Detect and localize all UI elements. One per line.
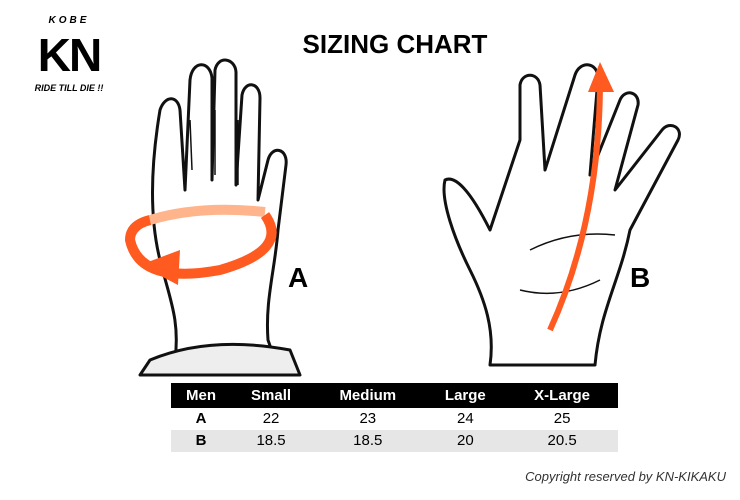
row-label: A <box>195 410 207 427</box>
table-row: B 18.5 18.5 20 20.5 <box>171 430 618 452</box>
length-arrow <box>547 79 603 332</box>
circumference-arrow-back <box>148 204 266 225</box>
arrow-head-a <box>140 250 180 285</box>
table-header-row: Men Small Medium Large X-Large <box>171 383 618 408</box>
logo-main: KN <box>37 29 102 81</box>
table-cell: 18.5 <box>311 430 425 452</box>
table-cell: 23 <box>359 410 377 427</box>
table-cell: 25 <box>553 410 571 427</box>
table-row: A 22 23 24 25 <box>171 408 618 430</box>
column-header: Large <box>424 383 507 408</box>
column-header: Medium <box>311 383 425 408</box>
logo-tagline: RIDE TILL DIE !! <box>34 83 104 93</box>
hand-b-illustration <box>442 63 681 367</box>
row-label: B <box>171 430 232 452</box>
column-header: X-Large <box>506 383 618 408</box>
brand-logo: KOBE KN RIDE TILL DIE !! <box>24 14 114 95</box>
table-cell: 20 <box>424 430 507 452</box>
column-header: Small <box>231 383 312 408</box>
copyright-notice: Copyright reserved by KN-KIKAKU <box>525 469 726 484</box>
arrow-head-b <box>588 62 614 92</box>
column-header: Men <box>171 383 232 408</box>
table-cell: 20.5 <box>506 430 618 452</box>
label-b: B <box>630 262 651 293</box>
logo-top: KOBE <box>48 15 90 26</box>
table-cell: 18.5 <box>231 430 312 452</box>
label-a: A <box>288 262 309 293</box>
size-table: Men Small Medium Large X-Large A 22 23 2… <box>171 383 618 452</box>
table-cell: 24 <box>456 410 474 427</box>
page-title: SIZING CHART <box>302 29 488 59</box>
table-cell: 22 <box>262 410 280 427</box>
